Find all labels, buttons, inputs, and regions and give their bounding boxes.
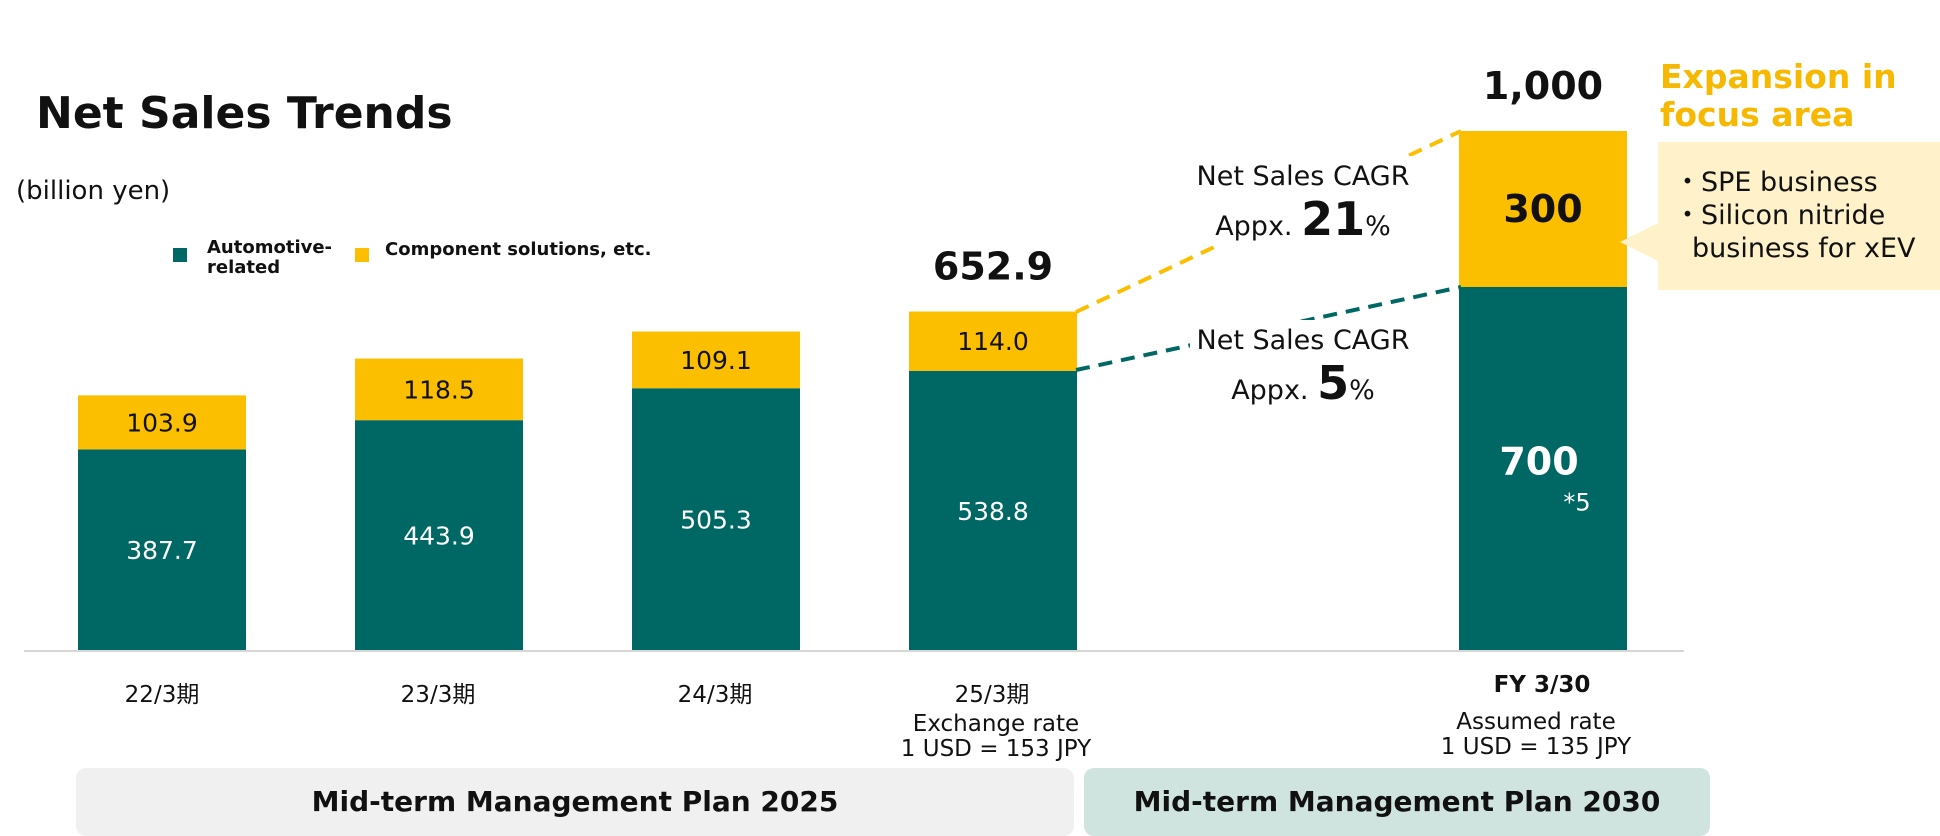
total-label-bg xyxy=(1453,59,1633,121)
assumed-rate-line2: 1 USD = 135 JPY xyxy=(1440,734,1632,760)
focus-title-line2: focus area xyxy=(1660,95,1855,134)
plan-2030-banner: Mid-term Management Plan 2030 xyxy=(1084,768,1710,836)
data-label-component: 118.5 xyxy=(403,375,475,404)
plan-2025-banner: Mid-term Management Plan 2025 xyxy=(76,768,1074,836)
focus-area-box: ・SPE business ・Silicon nitride business … xyxy=(1658,142,1940,290)
exchange-rate-line2: 1 USD = 153 JPY xyxy=(900,736,1092,762)
assumed-rate-note: Assumed rate 1 USD = 135 JPY xyxy=(1386,710,1686,760)
focus-title-line1: Expansion in xyxy=(1660,57,1897,96)
x-tick-label: 24/3期 xyxy=(677,682,753,708)
total-label: 652.9 xyxy=(933,245,1053,289)
bar-component xyxy=(78,395,246,450)
exchange-rate-line1: Exchange rate xyxy=(912,711,1080,737)
focus-item-spe: ・SPE business xyxy=(1674,167,1878,198)
data-label-component: 109.1 xyxy=(680,346,752,375)
cagr-automotive-value: 5 xyxy=(1317,356,1350,410)
cagr-automotive-suffix: % xyxy=(1349,375,1375,406)
chart-title: Net Sales Trends xyxy=(36,88,453,139)
bar-component xyxy=(909,311,1077,371)
x-tick-label: 22/3期 xyxy=(124,682,200,708)
cagr-automotive-title: Net Sales CAGR xyxy=(1196,325,1410,356)
data-label-component: 103.9 xyxy=(126,408,198,437)
bar-automotive xyxy=(1459,287,1627,651)
data-label-automotive: 505.3 xyxy=(680,506,752,535)
data-label-component: 114.0 xyxy=(957,327,1029,356)
total-label: 1,000 xyxy=(1483,64,1603,108)
x-tick-label: 25/3期 xyxy=(954,682,1030,708)
data-label-automotive: 700 xyxy=(1499,439,1578,483)
footnote-mark: *5 xyxy=(1563,488,1590,516)
assumed-rate-line1: Assumed rate xyxy=(1456,709,1616,735)
legend-automotive-label: Automotive-related xyxy=(207,237,333,278)
bar-automotive xyxy=(632,388,800,651)
bar-component xyxy=(355,358,523,421)
x-tick-label: 23/3期 xyxy=(400,682,476,708)
bar-automotive xyxy=(909,370,1077,651)
cagr-component-box: Net Sales CAGR Appx. 21% xyxy=(1190,156,1416,246)
cagr-component-suffix: % xyxy=(1365,211,1391,242)
cagr-component-prefix: Appx. xyxy=(1215,211,1302,242)
focus-item-silicon-cont: business for xEV xyxy=(1692,233,1916,264)
unit-label: (billion yen) xyxy=(16,176,171,206)
cagr-component-value: 21 xyxy=(1301,192,1366,246)
legend-component-label: Component solutions, etc. xyxy=(385,239,652,260)
data-label-automotive: 387.7 xyxy=(126,536,198,565)
focus-area-title: Expansion in focus area xyxy=(1660,58,1897,134)
bar-automotive xyxy=(355,420,523,651)
legend-component-swatch xyxy=(355,248,369,262)
bar-component xyxy=(1459,131,1627,287)
cagr-automotive-prefix: Appx. xyxy=(1231,375,1318,406)
data-label-automotive: 538.8 xyxy=(957,497,1029,526)
bar-automotive xyxy=(78,449,246,651)
data-label-component: 300 xyxy=(1503,187,1582,231)
data-label-automotive: 443.9 xyxy=(403,522,475,551)
cagr-component-title: Net Sales CAGR xyxy=(1196,161,1410,192)
focus-item-silicon: ・Silicon nitride xyxy=(1674,200,1886,231)
bar-component xyxy=(632,331,800,389)
cagr-automotive-box: Net Sales CAGR Appx. 5% xyxy=(1190,320,1416,410)
focus-callout-pointer xyxy=(1620,222,1660,262)
legend-automotive-swatch xyxy=(173,248,187,262)
exchange-rate-note: Exchange rate 1 USD = 153 JPY xyxy=(846,712,1146,762)
x-tick-label: FY 3/30 xyxy=(1493,672,1591,698)
